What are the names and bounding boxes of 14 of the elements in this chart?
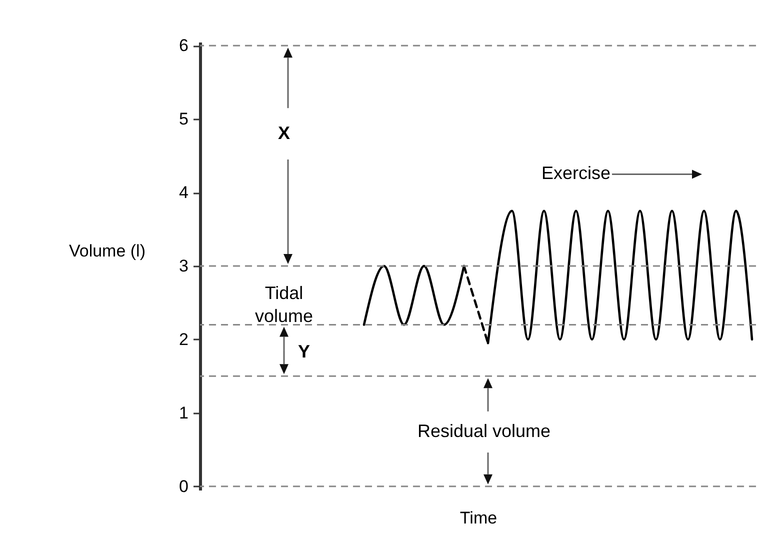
annotation: Exercise <box>541 163 611 184</box>
y-tick-label: 5 <box>179 110 188 129</box>
y-tick-label: 2 <box>179 330 188 349</box>
y-axis-title: Volume (l) <box>68 242 146 260</box>
y-tick-label: 4 <box>179 183 188 202</box>
annotation: X <box>278 122 290 143</box>
y-tick-label: 6 <box>179 36 188 56</box>
y-tick-label: 1 <box>179 403 188 422</box>
annotation: Residual volume <box>417 420 551 441</box>
annotation: Y <box>298 342 310 362</box>
y-tick-label: 0 <box>179 476 188 496</box>
y-tick-label: 3 <box>179 256 188 276</box>
x-axis-title: Time <box>460 508 498 528</box>
annotation: Tidal volume <box>254 282 314 326</box>
